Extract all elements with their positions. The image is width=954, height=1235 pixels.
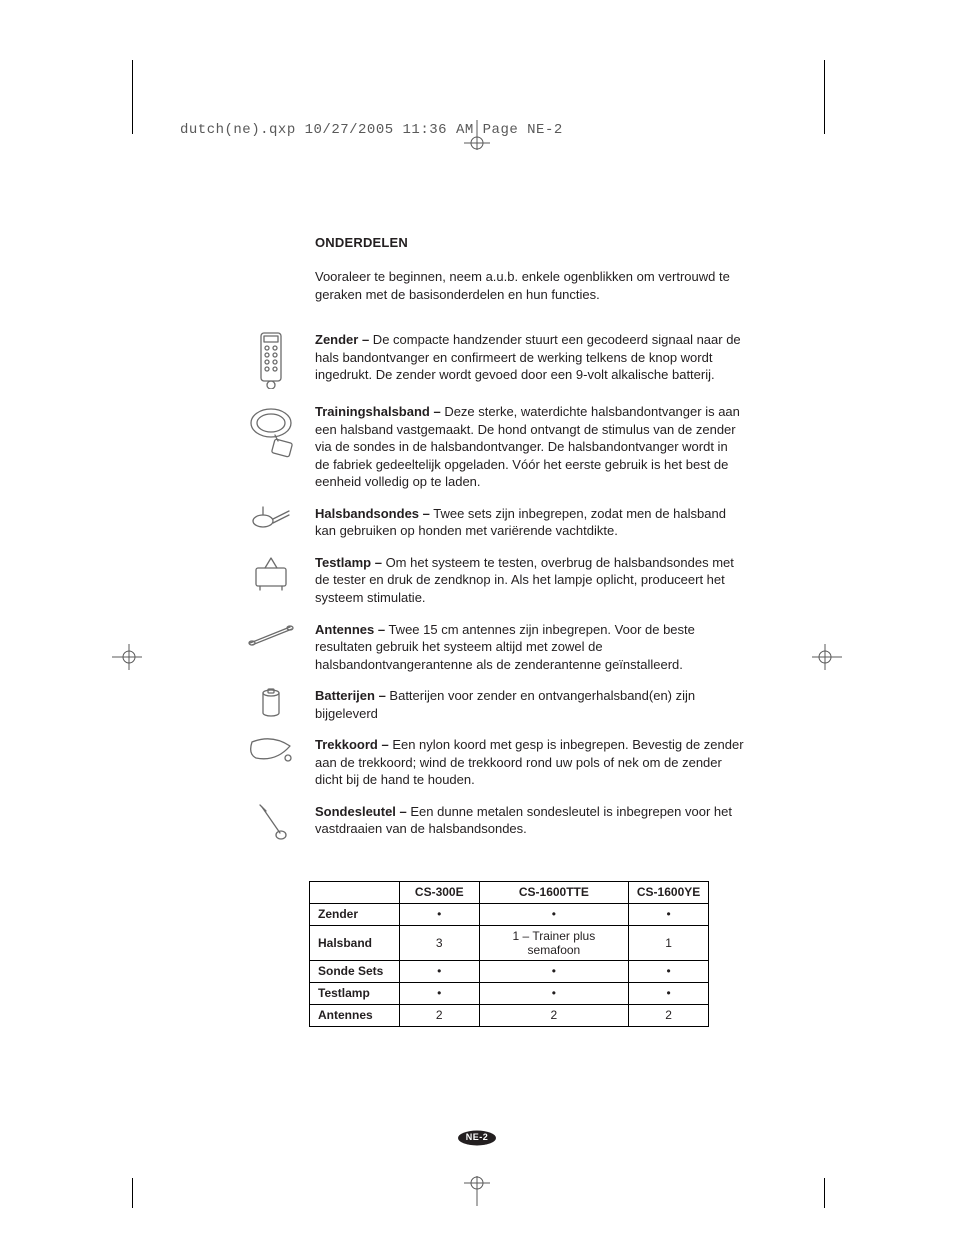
component-text: Trekkoord – Een nylon koord met gesp is … — [315, 736, 745, 789]
crop-mark — [132, 1178, 133, 1208]
probes-icon — [241, 505, 301, 531]
component-text: Sondesleutel – Een dunne metalen sondesl… — [315, 803, 745, 838]
component-row: Halsbandsondes – Twee sets zijn inbegrep… — [315, 505, 745, 540]
page-number: NE-2 — [457, 1132, 497, 1142]
crop-mark — [824, 1178, 825, 1208]
table-header — [310, 881, 400, 903]
component-row: Testlamp – Om het systeem te testen, ove… — [315, 554, 745, 607]
section-title: ONDERDELEN — [315, 235, 745, 250]
table-cell: 2 — [479, 1004, 628, 1026]
prepress-header: dutch(ne).qxp 10/27/2005 11:36 AM Page N… — [180, 122, 563, 138]
table-cell: • — [629, 903, 709, 925]
table-cell: 1 — [629, 925, 709, 960]
component-text: Testlamp – Om het systeem te testen, ove… — [315, 554, 745, 607]
component-label: Antennes – — [315, 622, 385, 637]
table-header: CS-300E — [399, 881, 479, 903]
component-text: Antennes – Twee 15 cm antennes zijn inbe… — [315, 621, 745, 674]
table-row: Sonde Sets••• — [310, 960, 709, 982]
table-cell: 2 — [629, 1004, 709, 1026]
component-text: Halsbandsondes – Twee sets zijn inbegrep… — [315, 505, 745, 540]
table-row: Halsband31 – Trainer plus semafoon1 — [310, 925, 709, 960]
component-label: Halsbandsondes – — [315, 506, 430, 521]
page-content: ONDERDELEN Vooraleer te beginnen, neem a… — [315, 235, 745, 1027]
wrench-icon — [241, 803, 301, 843]
crop-mark — [132, 60, 133, 134]
antenna-icon — [241, 621, 301, 649]
table-header: CS-1600TTE — [479, 881, 628, 903]
table-row-label: Halsband — [310, 925, 400, 960]
component-text: Zender – De compacte handzender stuurt e… — [315, 331, 745, 384]
component-text: Trainingshalsband – Deze sterke, waterdi… — [315, 403, 745, 491]
table-row: Antennes222 — [310, 1004, 709, 1026]
component-label: Sondesleutel – — [315, 804, 407, 819]
table-cell: • — [629, 960, 709, 982]
component-row: Batterijen – Batterijen voor zender en o… — [315, 687, 745, 722]
component-row: Zender – De compacte handzender stuurt e… — [315, 331, 745, 389]
component-row: Trekkoord – Een nylon koord met gesp is … — [315, 736, 745, 789]
crop-mark — [824, 60, 825, 134]
collar-icon — [241, 403, 301, 463]
intro-paragraph: Vooraleer te beginnen, neem a.u.b. enkel… — [315, 268, 745, 303]
component-label: Testlamp – — [315, 555, 382, 570]
testlamp-icon — [241, 554, 301, 592]
component-label: Zender – — [315, 332, 369, 347]
registration-mark — [808, 640, 842, 674]
comparison-table: CS-300ECS-1600TTECS-1600YE Zender•••Hals… — [309, 881, 709, 1027]
component-row: Trainingshalsband – Deze sterke, waterdi… — [315, 403, 745, 491]
table-header: CS-1600YE — [629, 881, 709, 903]
lanyard-icon — [241, 736, 301, 766]
table-cell: • — [399, 960, 479, 982]
component-label: Trekkoord – — [315, 737, 389, 752]
component-text: Batterijen – Batterijen voor zender en o… — [315, 687, 745, 722]
table-row-label: Antennes — [310, 1004, 400, 1026]
page-number-badge: NE-2 — [457, 1130, 497, 1146]
table-row-label: Testlamp — [310, 982, 400, 1004]
component-row: Sondesleutel – Een dunne metalen sondesl… — [315, 803, 745, 843]
registration-mark — [460, 1172, 494, 1206]
table-row-label: Zender — [310, 903, 400, 925]
table-cell: • — [399, 903, 479, 925]
table-cell: • — [479, 903, 628, 925]
table-row-label: Sonde Sets — [310, 960, 400, 982]
battery-icon — [241, 687, 301, 721]
table-cell: • — [629, 982, 709, 1004]
table-row: Zender••• — [310, 903, 709, 925]
table-row: Testlamp••• — [310, 982, 709, 1004]
remote-icon — [241, 331, 301, 389]
table-cell: • — [479, 982, 628, 1004]
component-label: Batterijen – — [315, 688, 386, 703]
table-cell: • — [399, 982, 479, 1004]
table-cell: • — [479, 960, 628, 982]
table-cell: 1 – Trainer plus semafoon — [479, 925, 628, 960]
component-row: Antennes – Twee 15 cm antennes zijn inbe… — [315, 621, 745, 674]
component-description: De compacte handzender stuurt een gecode… — [315, 332, 741, 382]
registration-mark — [112, 640, 146, 674]
component-label: Trainingshalsband – — [315, 404, 441, 419]
table-cell: 2 — [399, 1004, 479, 1026]
table-cell: 3 — [399, 925, 479, 960]
